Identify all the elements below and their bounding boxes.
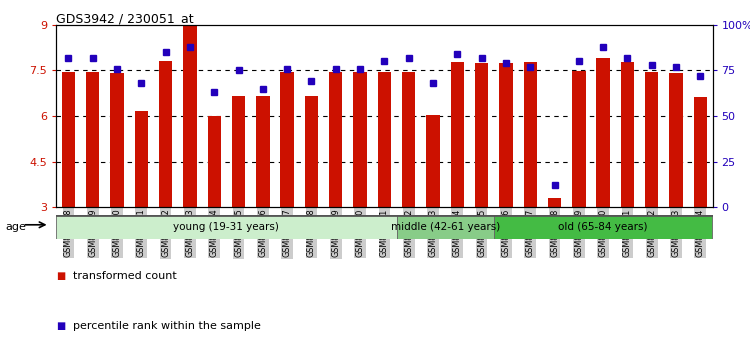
Bar (135, 112, 148, 207)
Text: percentile rank within the sample: percentile rank within the sample (73, 321, 261, 331)
Bar (183, 25, 196, 207)
Bar (256, 96, 269, 207)
Text: transformed count: transformed count (73, 271, 176, 281)
Bar (548, 198, 561, 207)
Bar (56, 215, 397, 239)
Text: ■: ■ (56, 321, 65, 331)
Bar (232, 96, 245, 207)
Bar (451, 62, 464, 207)
Bar (208, 116, 221, 207)
Bar (475, 63, 488, 207)
Bar (524, 62, 537, 207)
Bar (645, 72, 658, 207)
Bar (494, 215, 712, 239)
Bar (402, 72, 416, 207)
Bar (329, 72, 343, 207)
Bar (110, 73, 124, 207)
Bar (86, 72, 100, 207)
Bar (159, 61, 172, 207)
Text: age: age (5, 222, 26, 232)
Text: young (19-31 years): young (19-31 years) (173, 222, 279, 232)
Text: GDS3942 / 230051_at: GDS3942 / 230051_at (56, 12, 194, 25)
Bar (280, 72, 294, 207)
Bar (621, 62, 634, 207)
Bar (694, 97, 707, 207)
Bar (426, 115, 439, 207)
Bar (353, 72, 367, 207)
Bar (500, 63, 512, 207)
Text: old (65-84 years): old (65-84 years) (558, 222, 648, 232)
Bar (397, 215, 494, 239)
Bar (62, 72, 75, 207)
Text: middle (42-61 years): middle (42-61 years) (391, 222, 500, 232)
Bar (378, 72, 391, 207)
Text: ■: ■ (56, 271, 65, 281)
Bar (596, 58, 610, 207)
Bar (572, 71, 586, 207)
Bar (304, 96, 318, 207)
Bar (669, 73, 682, 207)
